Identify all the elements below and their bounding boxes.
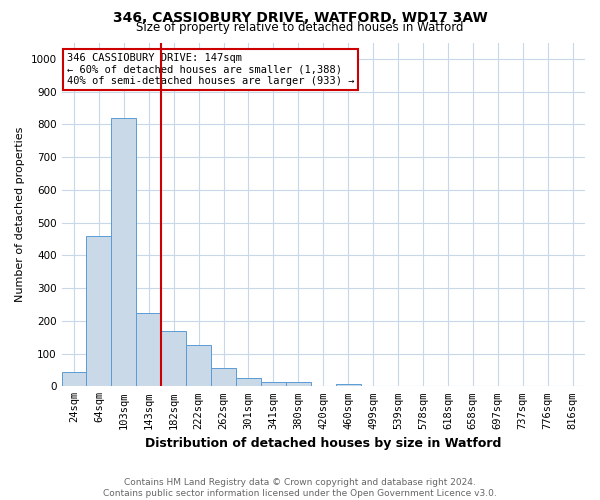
Text: Contains HM Land Registry data © Crown copyright and database right 2024.
Contai: Contains HM Land Registry data © Crown c… — [103, 478, 497, 498]
Bar — [186, 346, 211, 387]
Bar — [286, 382, 311, 386]
Bar — [336, 384, 361, 386]
Bar — [86, 236, 112, 386]
Text: 346 CASSIOBURY DRIVE: 147sqm
← 60% of detached houses are smaller (1,388)
40% of: 346 CASSIOBURY DRIVE: 147sqm ← 60% of de… — [67, 53, 354, 86]
Bar — [261, 382, 286, 386]
Bar — [161, 330, 186, 386]
X-axis label: Distribution of detached houses by size in Watford: Distribution of detached houses by size … — [145, 437, 502, 450]
Text: Size of property relative to detached houses in Watford: Size of property relative to detached ho… — [136, 22, 464, 35]
Bar — [236, 378, 261, 386]
Bar — [112, 118, 136, 386]
Y-axis label: Number of detached properties: Number of detached properties — [15, 126, 25, 302]
Bar — [136, 312, 161, 386]
Text: 346, CASSIOBURY DRIVE, WATFORD, WD17 3AW: 346, CASSIOBURY DRIVE, WATFORD, WD17 3AW — [113, 12, 487, 26]
Bar — [211, 368, 236, 386]
Bar — [62, 372, 86, 386]
